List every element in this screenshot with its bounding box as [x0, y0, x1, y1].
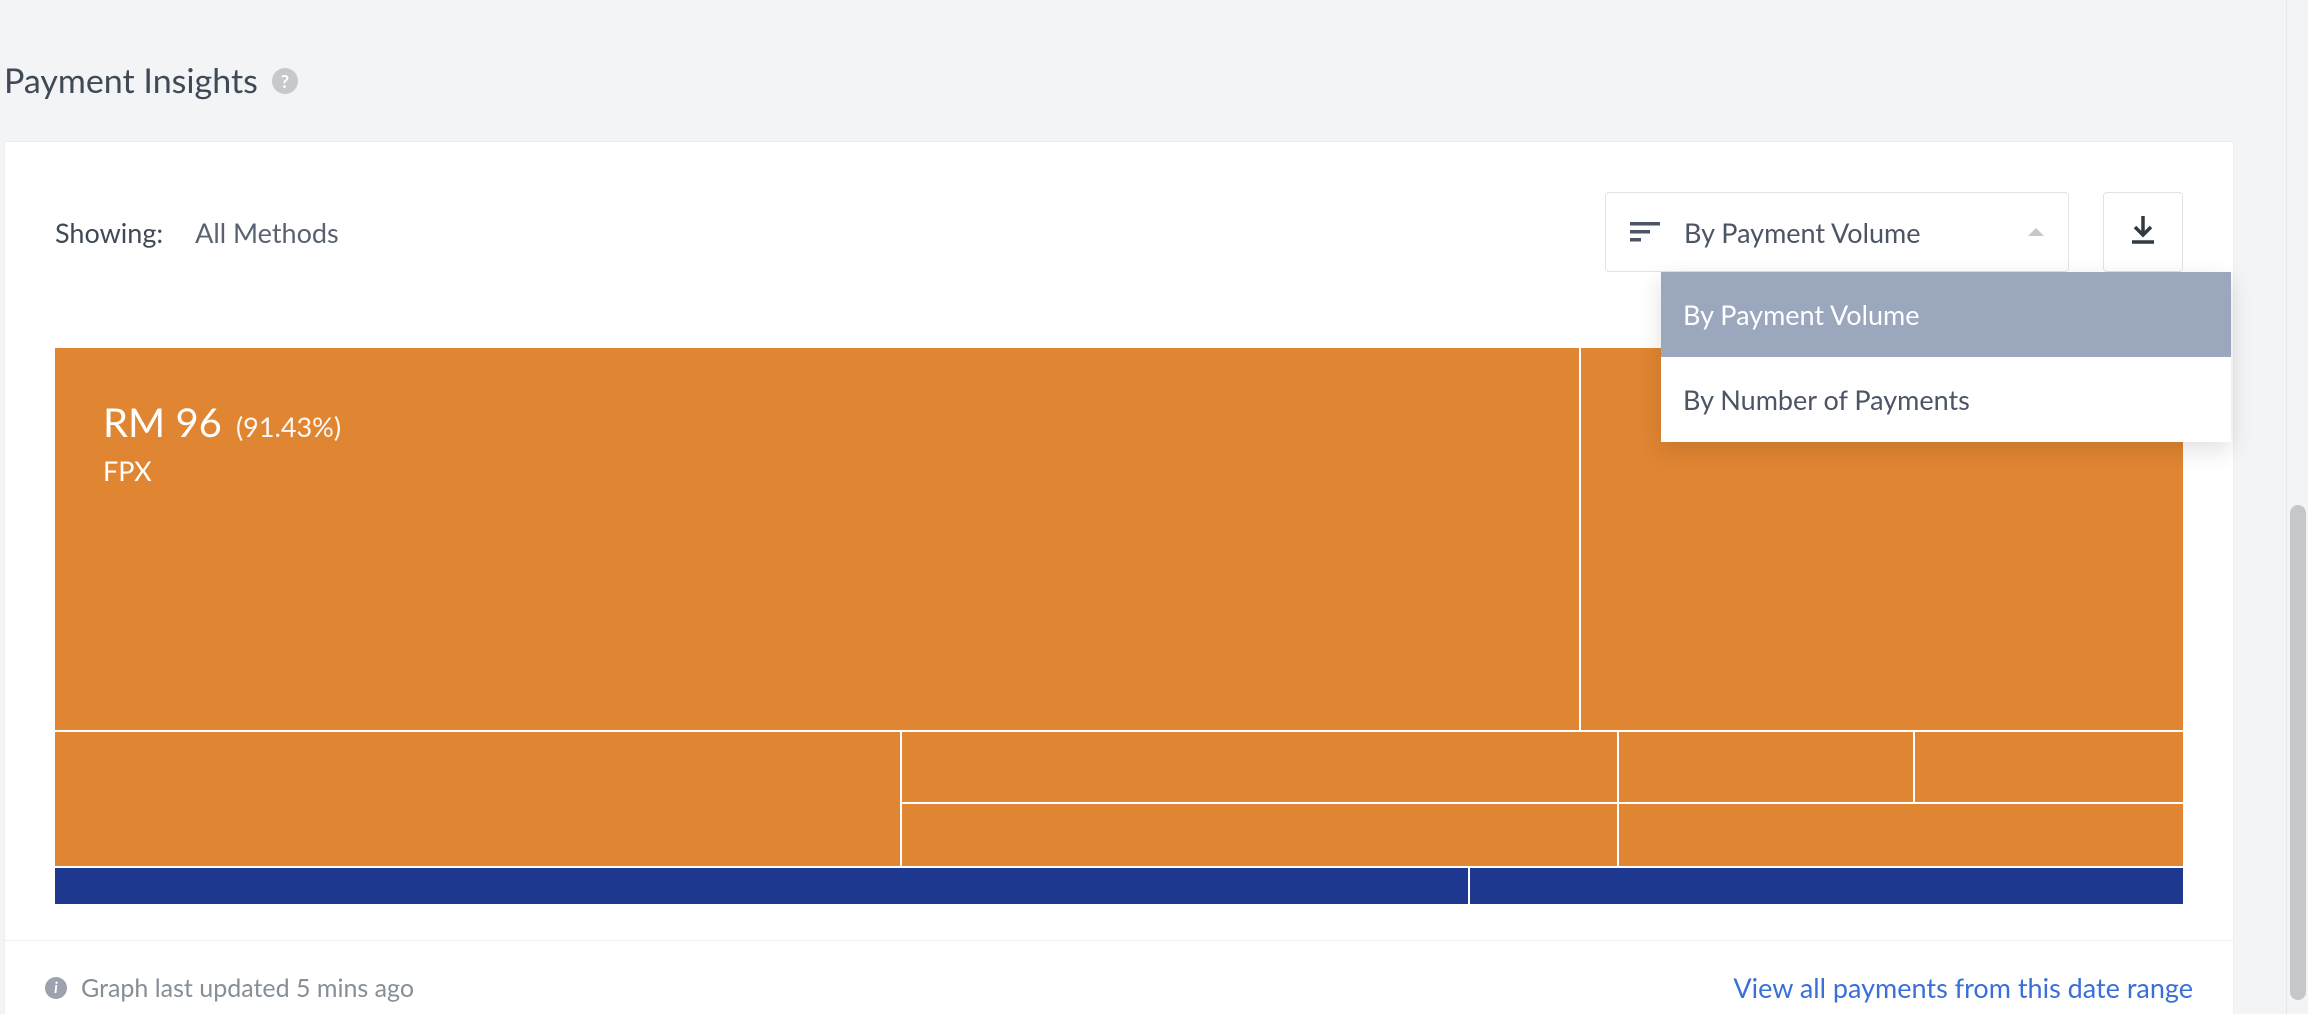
treemap-cell[interactable] — [1470, 868, 2183, 904]
card-footer: i Graph last updated 5 mins ago View all… — [5, 940, 2233, 1014]
download-icon — [2128, 214, 2158, 250]
section-header: Payment Insights ? — [0, 0, 2308, 141]
help-icon[interactable]: ? — [272, 68, 298, 94]
treemap-cell[interactable] — [1619, 804, 2183, 868]
sort-dropdown-menu: By Payment Volume By Number of Payments — [1661, 272, 2231, 442]
view-all-payments-link[interactable]: View all payments from this date range — [1733, 971, 2193, 1004]
sort-selected-label: By Payment Volume — [1684, 216, 2004, 249]
sort-option-count[interactable]: By Number of Payments — [1661, 357, 2231, 442]
treemap-cell[interactable] — [1619, 732, 1915, 804]
chevron-up-icon — [2028, 228, 2044, 236]
filter-value[interactable]: All Methods — [195, 216, 339, 249]
scrollbar-thumb[interactable] — [2290, 505, 2306, 1000]
sort-dropdown[interactable]: By Payment Volume — [1605, 192, 2069, 272]
scrollbar[interactable] — [2286, 0, 2308, 1014]
treemap-cell[interactable] — [55, 732, 902, 868]
treemap-cell[interactable] — [902, 804, 1619, 868]
sort-option-volume[interactable]: By Payment Volume — [1661, 272, 2231, 357]
card-toolbar: Showing: All Methods By Payment Volume — [5, 142, 2233, 302]
page-root: Payment Insights ? Showing: All Methods … — [0, 0, 2308, 1014]
section-title: Payment Insights — [4, 60, 258, 101]
download-button[interactable] — [2103, 192, 2183, 272]
filter-label: Showing: — [55, 216, 163, 249]
treemap-amount: RM 96 — [103, 398, 222, 446]
footer-status-text: Graph last updated 5 mins ago — [81, 973, 414, 1003]
sort-icon — [1630, 220, 1660, 244]
treemap-primary-label: RM 96 (91.43%) FPX — [103, 398, 341, 487]
toolbar-right: By Payment Volume By Payment Volume By — [1605, 192, 2183, 272]
info-icon: i — [45, 977, 67, 999]
insights-card: Showing: All Methods By Payment Volume — [4, 141, 2234, 1014]
treemap-cell[interactable] — [1915, 732, 2183, 804]
treemap-cell[interactable] — [55, 868, 1470, 904]
treemap-method: FPX — [103, 454, 341, 487]
treemap-cell[interactable] — [902, 732, 1619, 804]
treemap-percent: (91.43%) — [236, 410, 341, 443]
